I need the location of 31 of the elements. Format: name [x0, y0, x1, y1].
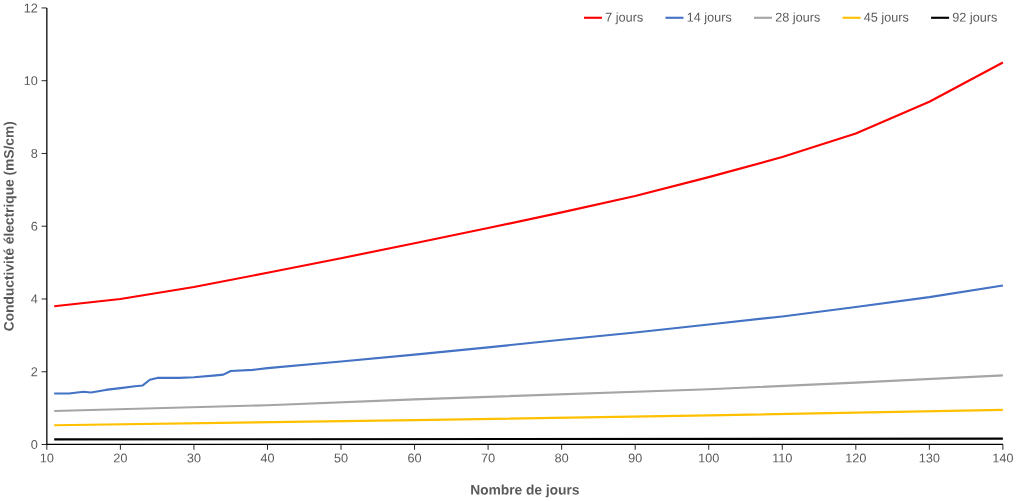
legend-label: 45 jours [864, 12, 909, 25]
y-tick-label: 4 [31, 294, 38, 304]
x-tick-label: 60 [408, 453, 422, 463]
x-tick-label: 90 [628, 453, 642, 463]
x-tick-label: 10 [40, 453, 54, 463]
x-tick-label: 50 [334, 453, 348, 463]
x-tick-label: 140 [993, 453, 1013, 463]
x-tick-label: 40 [260, 453, 275, 463]
line-series [53, 284, 1004, 395]
y-tick-label: 12 [24, 3, 38, 13]
legend-label: 7 jours [605, 12, 643, 25]
y-tick-label: 6 [31, 221, 38, 231]
legend-label: 14 jours [687, 12, 732, 25]
line-series [53, 408, 1004, 427]
x-tick-label: 130 [919, 453, 940, 463]
y-tick-label: 10 [24, 76, 38, 86]
x-axis-title: Nombre de jours [471, 484, 579, 498]
legend-label: 92 jours [952, 12, 997, 25]
legend-label: 28 jours [775, 12, 820, 25]
line-series [53, 61, 1004, 308]
y-tick-label: 0 [31, 440, 38, 450]
x-tick-label: 120 [846, 453, 866, 463]
x-tick-label: 70 [481, 453, 495, 463]
x-tick-label: 80 [555, 453, 569, 463]
x-tick-label: 30 [187, 453, 201, 463]
x-tick-label: 20 [113, 453, 127, 463]
y-tick-label: 8 [31, 149, 38, 159]
y-axis-title: Conductivité électrique (mS/cm) [3, 121, 17, 331]
x-tick-label: 110 [773, 453, 792, 463]
y-tick-label: 2 [31, 367, 38, 377]
x-tick-label: 100 [699, 453, 719, 463]
